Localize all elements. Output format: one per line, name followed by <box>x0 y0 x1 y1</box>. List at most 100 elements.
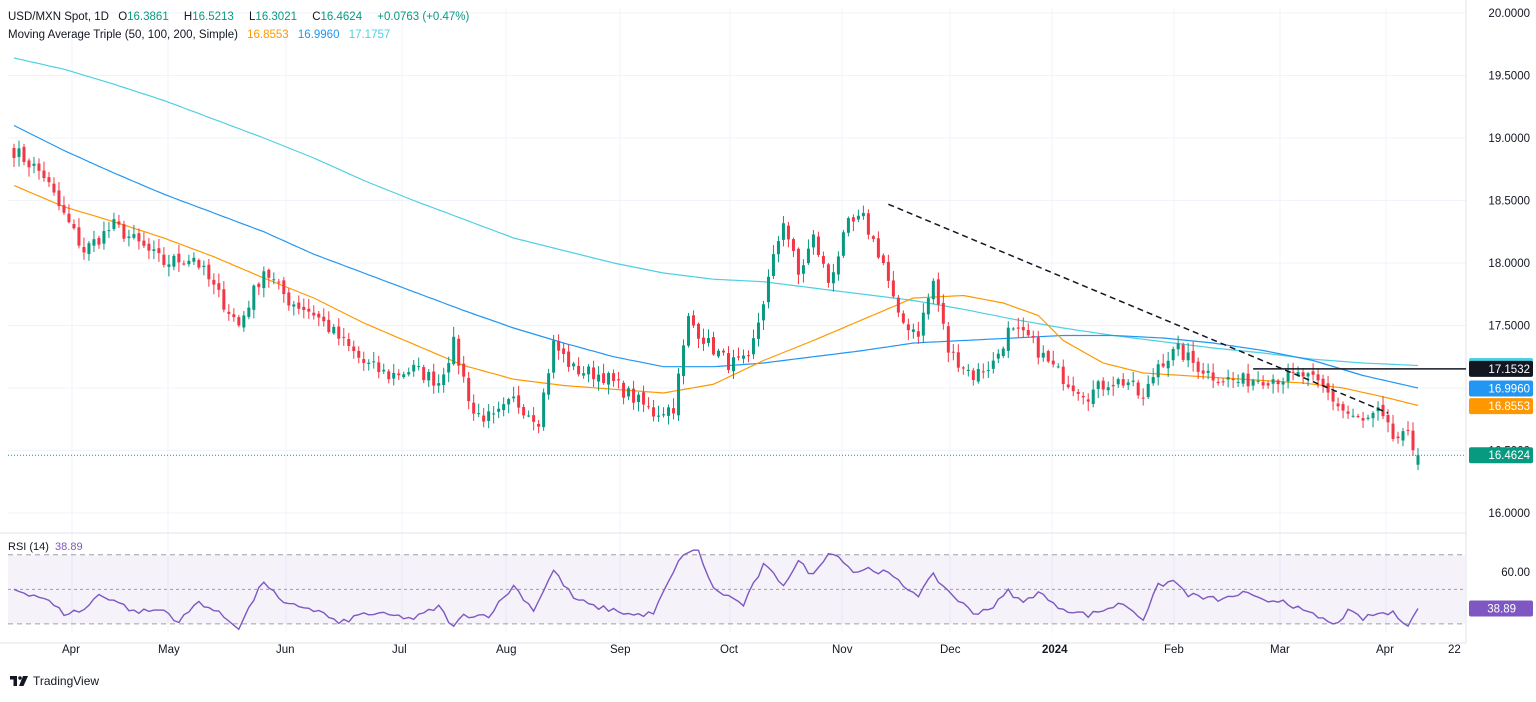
candle <box>622 380 626 405</box>
ma-legend[interactable]: Moving Average Triple (50, 100, 200, Sim… <box>8 27 396 43</box>
candle-body <box>1081 395 1085 398</box>
candle <box>537 420 541 434</box>
candle <box>1271 374 1275 394</box>
candle <box>1371 411 1375 428</box>
candle-body <box>1371 412 1375 419</box>
candle-body <box>562 348 566 354</box>
candle-body <box>582 373 586 376</box>
symbol-title[interactable]: USD/MXN Spot, 1D <box>8 11 109 23</box>
candle-body <box>761 304 765 321</box>
price-tick-label: 18.0000 <box>1488 258 1530 270</box>
candle-body <box>1311 371 1315 375</box>
candle <box>87 240 91 261</box>
candle-body <box>866 213 870 235</box>
candle <box>127 229 131 247</box>
candle <box>652 399 656 422</box>
candle-body <box>572 363 576 367</box>
candle <box>472 394 476 421</box>
candle-body <box>766 276 770 303</box>
candle <box>1026 323 1030 338</box>
candle <box>1106 381 1110 396</box>
candle-body <box>127 236 131 239</box>
candle-body <box>1231 379 1235 381</box>
tradingview-brand[interactable]: TradingView <box>10 674 99 688</box>
candle <box>866 209 870 240</box>
candle <box>442 367 446 393</box>
candle <box>377 355 381 379</box>
candle <box>791 237 795 258</box>
candle <box>916 322 920 344</box>
candle-body <box>806 248 810 264</box>
candle-body <box>1386 414 1390 423</box>
symbol-legend[interactable]: USD/MXN Spot, 1D O16.3861 H16.5213 L16.3… <box>8 9 475 25</box>
price-tag-label: 17.1532 <box>1488 364 1530 376</box>
candle <box>1276 378 1280 393</box>
candle <box>337 318 341 346</box>
candle-body <box>1021 327 1025 331</box>
candle-body <box>1276 380 1280 385</box>
candle <box>632 380 636 410</box>
time-tick-label: 2024 <box>1042 644 1068 656</box>
candle <box>761 300 765 331</box>
rsi-legend-label[interactable]: RSI (14) <box>8 541 49 553</box>
candle <box>1386 409 1390 433</box>
candle-body <box>542 392 546 428</box>
candle-body <box>936 279 940 305</box>
candle-body <box>1236 382 1240 384</box>
ma-legend-label[interactable]: Moving Average Triple (50, 100, 200, Sim… <box>8 29 238 41</box>
candle <box>102 221 106 250</box>
ma50-value: 16.8553 <box>247 29 289 41</box>
candle <box>307 298 311 319</box>
candle <box>1041 345 1045 362</box>
candle <box>1001 346 1005 359</box>
candle-body <box>232 314 236 318</box>
candle-body <box>277 281 281 283</box>
candle <box>467 372 471 410</box>
candle-body <box>1321 378 1325 386</box>
candle <box>1281 377 1285 394</box>
candle-body <box>677 373 681 416</box>
candle <box>1351 408 1355 418</box>
candle <box>332 323 336 335</box>
candle <box>1031 330 1035 344</box>
candle-body <box>172 255 176 267</box>
rsi-legend[interactable]: RSI (14) 38.89 <box>8 539 89 555</box>
candle <box>1136 379 1140 399</box>
time-tick-label: Jun <box>276 644 295 656</box>
candle-body <box>716 350 720 357</box>
candle <box>72 219 76 230</box>
candle-body <box>382 369 386 372</box>
candle-body <box>237 317 241 326</box>
price-tick-label: 16.0000 <box>1488 508 1530 520</box>
candle <box>192 252 196 265</box>
candle <box>1361 411 1365 428</box>
candle <box>387 369 391 384</box>
grid-layer <box>0 0 1467 644</box>
candle <box>721 348 725 356</box>
candle <box>1036 330 1040 365</box>
candle-body <box>1061 366 1065 385</box>
candle-body <box>287 292 291 306</box>
candle <box>1021 317 1025 338</box>
candle-body <box>1076 391 1080 394</box>
candle <box>52 177 56 196</box>
rsi-value-tag-box <box>1469 600 1533 617</box>
candle-body <box>47 177 51 183</box>
candle-body <box>72 224 76 229</box>
candle <box>746 350 750 363</box>
candle-body <box>37 163 41 171</box>
candle-body <box>642 392 646 405</box>
candle <box>462 356 466 383</box>
candle-body <box>1391 423 1395 439</box>
time-tick-label: Apr <box>1376 644 1394 656</box>
candle <box>417 357 421 371</box>
candle <box>587 363 591 383</box>
candle <box>1246 363 1250 393</box>
candle-body <box>831 272 835 284</box>
candle <box>572 361 576 371</box>
candle <box>931 278 935 305</box>
candle-body <box>492 413 496 415</box>
candle-body <box>12 147 16 158</box>
